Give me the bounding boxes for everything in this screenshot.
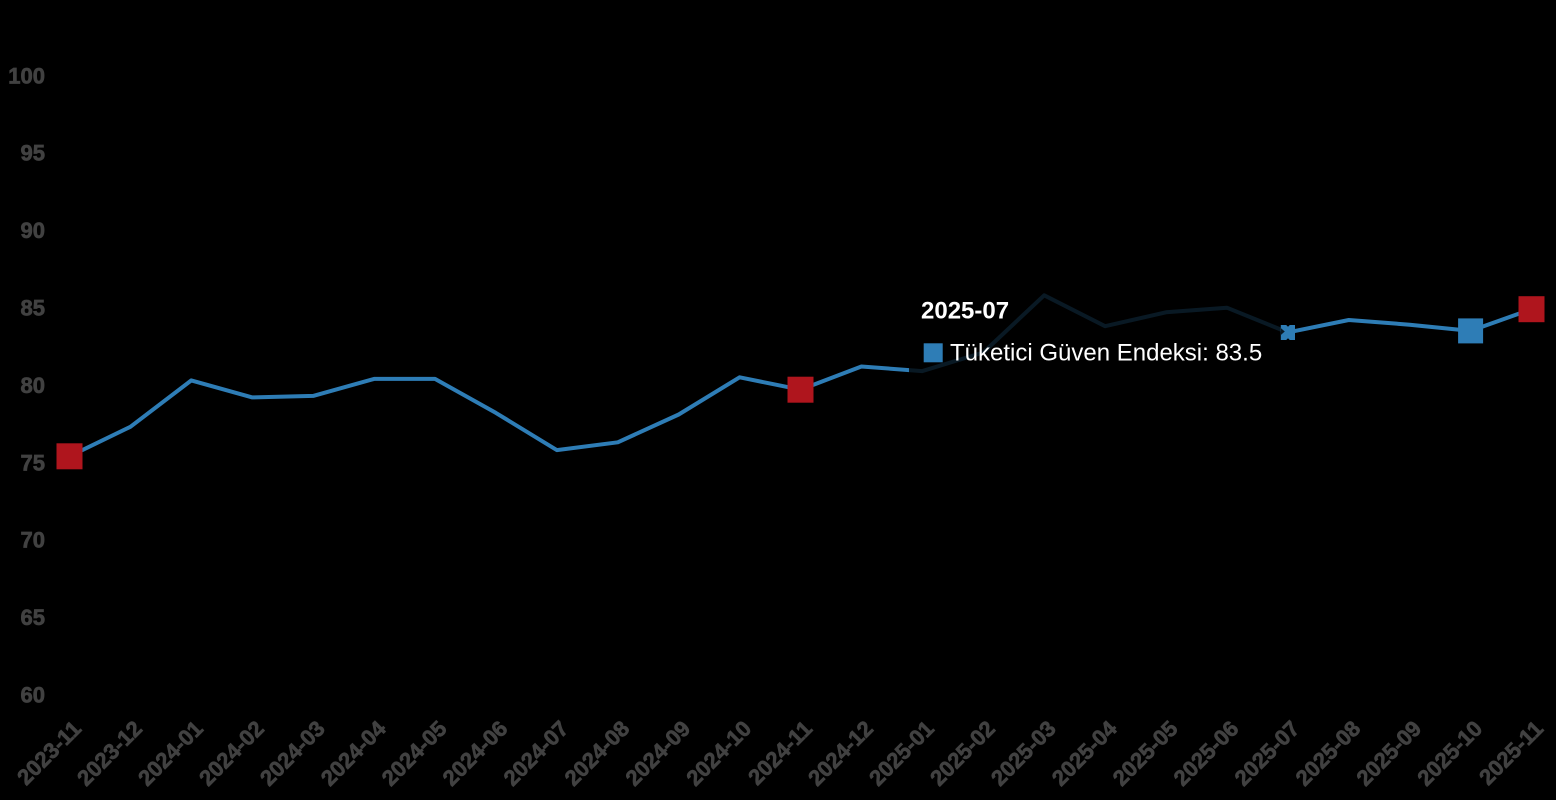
svg-text:2025-07: 2025-07	[921, 298, 1009, 325]
svg-text:100: 100	[8, 63, 45, 88]
svg-text:85: 85	[21, 296, 45, 321]
svg-text:80: 80	[21, 373, 45, 398]
svg-text:65: 65	[21, 605, 45, 630]
svg-text:Tüketici Güven Endeksi: 83.5: Tüketici Güven Endeksi: 83.5	[950, 339, 1262, 366]
svg-text:95: 95	[21, 141, 45, 166]
svg-text:70: 70	[21, 528, 45, 553]
svg-text:75: 75	[21, 450, 45, 475]
svg-text:90: 90	[21, 218, 45, 243]
svg-text:60: 60	[21, 683, 45, 708]
